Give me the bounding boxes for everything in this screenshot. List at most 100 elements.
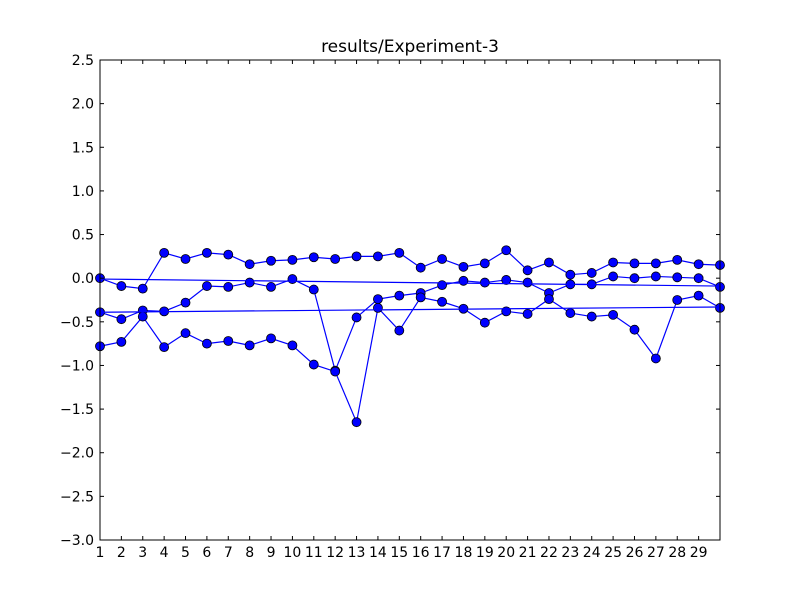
- y-tick-label: 1.5: [72, 140, 94, 156]
- x-tick-label: 10: [283, 545, 301, 561]
- x-tick-label: 20: [497, 545, 515, 561]
- x-tick-label: 16: [412, 545, 430, 561]
- data-point: [565, 308, 576, 318]
- data-point: [373, 302, 383, 313]
- data-point: [672, 295, 683, 305]
- data-point: [458, 261, 469, 272]
- x-tick-label: 23: [561, 545, 579, 561]
- data-point: [180, 254, 191, 264]
- data-point: [116, 336, 127, 347]
- data-point: [479, 277, 490, 288]
- x-axis: 1 2 3 4 5 6 7 8 9 10 11 12 13 14 15 16 17 18 19 20 21 22 23 24 2…: [96, 60, 708, 561]
- x-tick-label: 25: [604, 545, 622, 561]
- x-tick-label: 28: [668, 545, 686, 561]
- data-point: [308, 359, 319, 370]
- x-tick-label: 11: [305, 545, 323, 561]
- x-tick-label: 14: [369, 545, 387, 561]
- series-line: [99, 278, 721, 287]
- data-point: [650, 271, 661, 282]
- x-tick-label: 26: [626, 545, 644, 561]
- data-point: [373, 251, 383, 262]
- x-tick-label: 6: [202, 545, 211, 561]
- data-point: [608, 309, 618, 320]
- y-tick-label: −2.0: [60, 446, 94, 462]
- data-point: [266, 282, 276, 292]
- data-point: [693, 290, 704, 301]
- data-point: [159, 342, 170, 353]
- data-point: [586, 268, 597, 278]
- data-point: [373, 294, 383, 305]
- data-point: [223, 249, 234, 260]
- x-tick-label: 24: [583, 545, 601, 561]
- data-point: [351, 251, 362, 262]
- data-point: [672, 254, 683, 265]
- data-point: [180, 328, 191, 339]
- data-point: [437, 254, 447, 264]
- x-tick-label: 5: [181, 545, 190, 561]
- data-point: [479, 258, 490, 269]
- data-point: [458, 275, 469, 286]
- x-tick-label: 7: [224, 545, 233, 561]
- series-5: [99, 306, 721, 313]
- data-point: [351, 417, 362, 428]
- data-point: [308, 284, 319, 295]
- data-point: [201, 247, 212, 258]
- series-line: [99, 306, 721, 313]
- data-point: [479, 317, 490, 328]
- x-tick-label: 2: [117, 545, 126, 561]
- data-point: [137, 283, 148, 294]
- data-point: [522, 277, 533, 288]
- series-layer: [95, 245, 725, 428]
- data-point: [287, 254, 298, 265]
- x-tick-label: 1: [96, 545, 105, 561]
- x-tick-label: 29: [690, 545, 708, 561]
- plot-frame: [99, 59, 721, 541]
- data-point: [351, 312, 362, 323]
- series-4: [99, 278, 721, 287]
- x-tick-label: 18: [455, 545, 473, 561]
- y-tick-label: 0.0: [72, 271, 94, 287]
- data-point: [650, 353, 661, 364]
- data-point: [672, 272, 683, 283]
- data-point: [116, 281, 127, 291]
- data-point: [544, 257, 554, 268]
- data-point: [394, 247, 405, 258]
- x-tick-label: 8: [245, 545, 254, 561]
- data-point: [244, 277, 255, 288]
- data-point: [266, 333, 276, 344]
- data-point: [608, 271, 618, 282]
- y-tick-label: −1.5: [60, 402, 94, 418]
- x-tick-label: 21: [519, 545, 537, 561]
- data-point: [330, 366, 341, 377]
- y-tick-label: 1.0: [72, 184, 94, 200]
- data-point: [522, 309, 533, 319]
- data-point: [266, 255, 276, 266]
- data-point: [437, 280, 447, 291]
- x-tick-label: 13: [348, 545, 366, 561]
- data-point: [287, 340, 298, 351]
- x-tick-label: 27: [647, 545, 665, 561]
- data-point: [159, 247, 170, 258]
- data-point: [437, 296, 447, 307]
- y-tick-label: −3.0: [60, 533, 94, 549]
- x-tick-label: 17: [433, 545, 451, 561]
- x-tick-label: 19: [476, 545, 494, 561]
- data-point: [522, 265, 533, 276]
- y-tick-label: −2.5: [60, 489, 94, 505]
- data-point: [394, 325, 405, 336]
- data-point: [287, 274, 298, 284]
- chart-title: results/Experiment-3: [321, 37, 499, 57]
- x-tick-label: 12: [326, 545, 344, 561]
- data-point: [116, 314, 127, 325]
- data-point: [629, 273, 640, 284]
- data-point: [629, 258, 640, 269]
- y-axis: 2.5 2.0 1.5 1.0 0.5 0.0 −0.5 −1.0 −1.5 −2.0 −2.5 −3…: [60, 53, 720, 549]
- data-point: [693, 259, 704, 270]
- data-point: [223, 282, 234, 292]
- data-point: [415, 262, 426, 273]
- data-point: [501, 275, 512, 285]
- data-point: [180, 297, 191, 308]
- data-point: [201, 338, 212, 349]
- data-point: [650, 258, 661, 269]
